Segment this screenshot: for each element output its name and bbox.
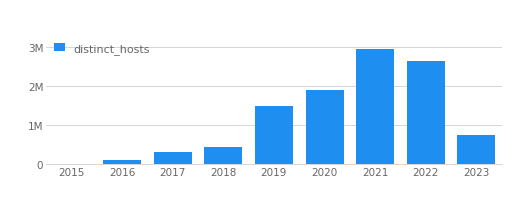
Bar <box>103 160 141 164</box>
Bar <box>204 148 242 164</box>
Legend: distinct_hosts: distinct_hosts <box>52 42 153 57</box>
Bar <box>356 50 394 164</box>
Bar <box>154 152 191 164</box>
Bar <box>255 107 293 164</box>
Bar <box>407 61 445 164</box>
Bar <box>457 135 496 164</box>
Bar <box>306 90 344 164</box>
